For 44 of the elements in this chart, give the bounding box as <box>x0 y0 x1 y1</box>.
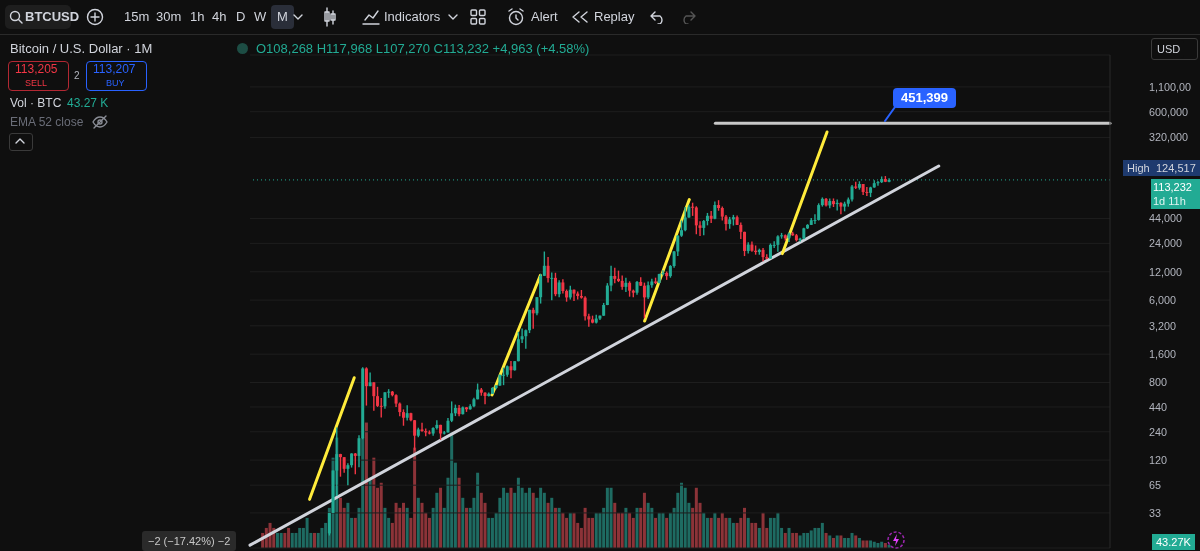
y-tick-label: 440 <box>1149 400 1168 413</box>
y-tick-label: 3,200 <box>1149 319 1177 332</box>
y-tick-label: 1,100,00 <box>1149 80 1192 93</box>
y-tick-label: 44,000 <box>1149 212 1183 225</box>
text: SELL <box>25 77 48 90</box>
text: 113,205 <box>15 61 58 77</box>
text: D <box>236 9 246 25</box>
text: USD <box>1153 40 1185 58</box>
text: High <box>1123 160 1154 177</box>
text: 1h <box>190 9 205 25</box>
text: 4h <box>212 9 227 25</box>
text: 113,232 <box>1153 179 1192 195</box>
text: 1d 11h <box>1153 193 1186 209</box>
text: 43.27 K <box>67 95 109 111</box>
y-tick-label: 320,000 <box>1149 131 1189 144</box>
annotation: 451,399 <box>893 88 956 109</box>
y-tick-label: 1,600 <box>1149 347 1177 360</box>
y-tick-label: 800 <box>1149 376 1168 389</box>
text: EMA 52 close <box>10 114 84 130</box>
y-tick-label: 600,000 <box>1149 105 1189 118</box>
y-tick-label: 240 <box>1149 425 1168 438</box>
text: Replay <box>594 9 635 25</box>
text: 2 <box>74 69 80 83</box>
text: Bitcoin / U.S. Dollar · 1M <box>10 41 153 57</box>
text: 124,517 <box>1152 160 1200 177</box>
text: Indicators <box>384 9 441 25</box>
y-tick-label: 65 <box>1149 479 1162 492</box>
y-tick-label: 6,000 <box>1149 293 1177 306</box>
text: BUY <box>106 77 125 90</box>
chart-subtitle: O108,268 H117,968 L107,270 C113,232 +4,963 (+4.58%) <box>256 41 590 57</box>
text: M <box>271 5 294 29</box>
text: 43.27K <box>1152 534 1195 550</box>
text: 113,207 <box>93 61 136 77</box>
y-tick-label: 24,000 <box>1149 237 1183 250</box>
text: W <box>254 9 267 25</box>
text: 30m <box>156 9 182 25</box>
y-tick-label: 33 <box>1149 506 1162 519</box>
text: Vol · BTC <box>10 95 62 111</box>
text: BTCUSD <box>25 9 80 25</box>
text: Alert <box>531 9 558 25</box>
y-tick-label: 12,000 <box>1149 265 1183 278</box>
text: 15m <box>124 9 150 25</box>
text: −2 (−17.42%) −2 <box>142 531 237 551</box>
y-tick-label: 120 <box>1149 453 1168 466</box>
